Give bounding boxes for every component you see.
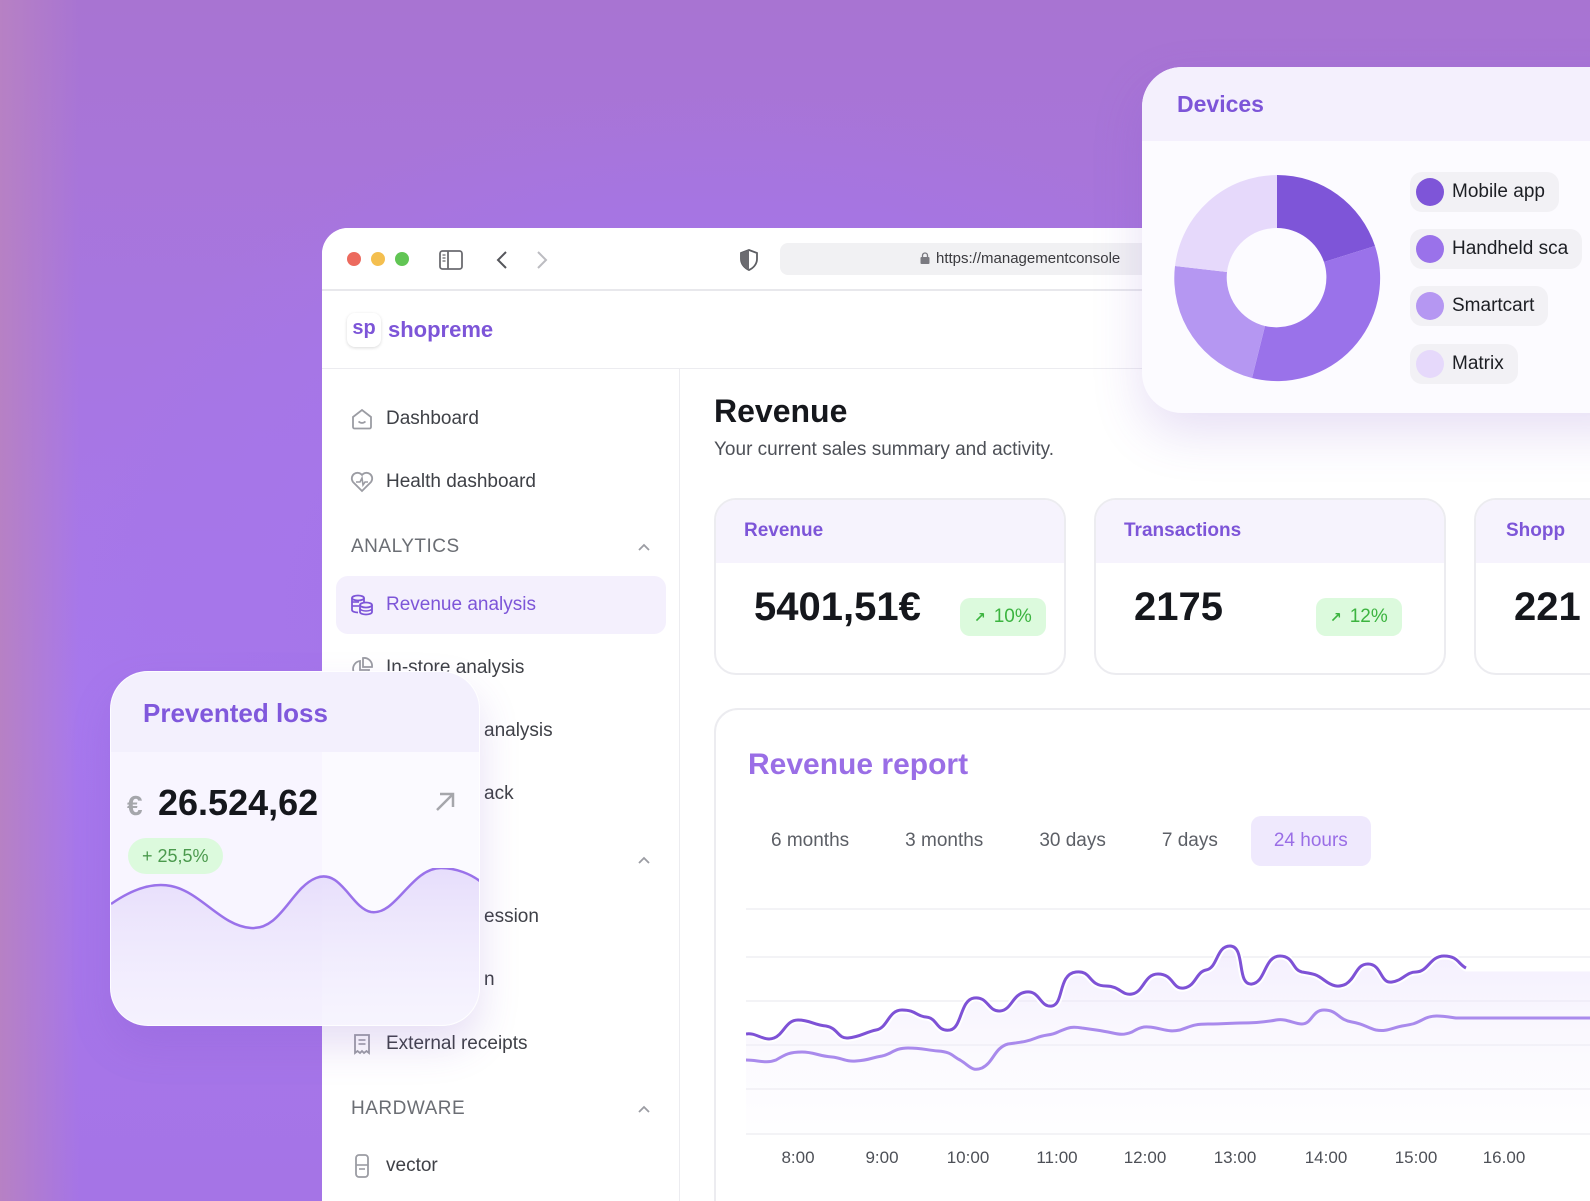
stat-label: Shopp xyxy=(1476,500,1590,563)
tab-30-days[interactable]: 30 days xyxy=(1039,830,1106,851)
sidebar-item-label: n xyxy=(484,969,495,990)
chevron-up-icon[interactable] xyxy=(637,1094,651,1124)
stat-card-transactions[interactable]: Transactions 2175 ↗ 12% xyxy=(1094,498,1446,675)
devices-title: Devices xyxy=(1142,67,1590,141)
legend-dot-icon xyxy=(1416,350,1444,378)
devices-card: Devices Mobile app Handheld sca Smartcar… xyxy=(1142,67,1590,413)
sidebar-item-session[interactable]: ession xyxy=(336,888,666,946)
section-header[interactable] xyxy=(351,845,651,875)
coins-stack-icon xyxy=(350,593,374,617)
stat-value: 2175 xyxy=(1134,585,1223,629)
currency-symbol: € xyxy=(127,790,143,821)
report-title: Revenue report xyxy=(748,748,969,781)
trend-badge: ↗ 10% xyxy=(960,598,1046,636)
section-hardware-header[interactable]: HARDWARE xyxy=(351,1094,651,1124)
revenue-report-card: Revenue report 6 months 3 months 30 days… xyxy=(714,708,1590,1201)
chevron-up-icon[interactable] xyxy=(637,532,651,562)
receipt-icon xyxy=(350,1032,374,1056)
stat-card-revenue[interactable]: Revenue 5401,51€ ↗ 10% xyxy=(714,498,1066,675)
page-title: Revenue xyxy=(714,393,848,429)
change-badge: + 25,5% xyxy=(128,838,223,874)
x-tick: 11:00 xyxy=(1036,1148,1078,1167)
arrow-up-right-icon: ↗ xyxy=(1330,609,1342,625)
sidebar-item-analysis[interactable]: analysis xyxy=(336,702,666,760)
minimize-window-button[interactable] xyxy=(371,252,385,266)
tab-7-days[interactable]: 7 days xyxy=(1161,830,1218,851)
sidebar-item-vector[interactable]: vector xyxy=(336,1137,666,1195)
range-tabs: 6 months 3 months 30 days 7 days 24 hour… xyxy=(748,816,1381,866)
x-axis-labels: 8:00 9:00 10:00 11:00 12:00 13:00 14:00 … xyxy=(746,1148,1590,1172)
background-fade xyxy=(0,0,80,1201)
legend-dot-icon xyxy=(1416,178,1444,206)
tab-3-months[interactable]: 3 months xyxy=(905,830,984,851)
device-icon xyxy=(350,1154,374,1178)
brand-name[interactable]: shopreme xyxy=(388,317,494,342)
sidebar-item-label: Revenue analysis xyxy=(386,594,536,615)
prevented-loss-title: Prevented loss xyxy=(111,672,479,752)
sidebar-item-label: Dashboard xyxy=(386,408,479,429)
trend-badge: ↗ 12% xyxy=(1316,598,1402,636)
stat-card-shoppers[interactable]: Shopp 221 xyxy=(1474,498,1590,675)
stat-label: Revenue xyxy=(716,500,1064,563)
arrow-up-right-icon[interactable] xyxy=(433,790,457,819)
x-tick: 8:00 xyxy=(781,1148,815,1167)
lock-icon xyxy=(920,252,930,264)
back-chevron-icon[interactable] xyxy=(490,248,514,272)
legend-item-handheld-scanner[interactable]: Handheld sca xyxy=(1410,229,1583,269)
close-window-button[interactable] xyxy=(347,252,361,266)
tab-6-months[interactable]: 6 months xyxy=(771,830,850,851)
sidebar-item-label: vector xyxy=(386,1155,438,1176)
prevented-loss-card: Prevented loss € 26.524,62 + 25,5% xyxy=(110,671,480,1026)
revenue-line-chart xyxy=(746,908,1590,1135)
sidebar-item-external-receipts[interactable]: External receipts xyxy=(336,1015,666,1073)
sidebar: Dashboard Health dashboard ANALYTICS Rev… xyxy=(322,369,680,1201)
x-tick: 15:00 xyxy=(1394,1148,1438,1167)
legend-item-matrix[interactable]: Matrix xyxy=(1410,344,1518,384)
logo-mark[interactable]: sp xyxy=(347,313,381,347)
section-analytics-header[interactable]: ANALYTICS xyxy=(351,532,651,562)
legend-dot-icon xyxy=(1416,292,1444,320)
sidebar-item-label: analysis xyxy=(484,720,553,741)
arrow-up-right-icon: ↗ xyxy=(974,609,986,625)
stat-value: 221 xyxy=(1514,585,1581,629)
maximize-window-button[interactable] xyxy=(395,252,409,266)
x-tick: 13:00 xyxy=(1213,1148,1257,1167)
url-text: https://managementconsole xyxy=(936,250,1121,267)
home-icon xyxy=(350,407,374,431)
x-tick: 16.00 xyxy=(1482,1148,1526,1167)
app-header: sp shopreme xyxy=(322,293,1590,369)
heart-pulse-icon xyxy=(350,470,374,494)
x-tick: 9:00 xyxy=(865,1148,899,1167)
legend-item-smartcart[interactable]: Smartcart xyxy=(1410,286,1549,326)
x-tick: 12:00 xyxy=(1123,1148,1167,1167)
sidebar-item-health-dashboard[interactable]: Health dashboard xyxy=(336,453,666,511)
stat-label: Transactions xyxy=(1096,500,1444,563)
sidebar-item-label: ession xyxy=(484,906,539,927)
tab-24-hours[interactable]: 24 hours xyxy=(1250,816,1371,866)
x-tick: 10:00 xyxy=(946,1148,990,1167)
sidebar-item-dashboard[interactable]: Dashboard xyxy=(336,390,666,448)
sidebar-item-label: Health dashboard xyxy=(386,471,536,492)
legend-item-mobile-app[interactable]: Mobile app xyxy=(1410,172,1559,212)
devices-donut-chart xyxy=(1174,174,1381,382)
legend-dot-icon xyxy=(1416,235,1444,263)
x-tick: 14:00 xyxy=(1304,1148,1348,1167)
main-content: Revenue Your current sales summary and a… xyxy=(681,369,1590,1201)
prevented-loss-value: 26.524,62 xyxy=(158,782,319,823)
page-subtitle: Your current sales summary and activity. xyxy=(714,439,1055,460)
stat-value: 5401,51€ xyxy=(754,585,921,629)
sidebar-item-revenue-analysis[interactable]: Revenue analysis xyxy=(336,576,666,634)
shield-icon[interactable] xyxy=(737,248,761,272)
chevron-up-icon[interactable] xyxy=(637,845,651,875)
prevented-loss-area-chart xyxy=(111,868,479,1025)
sidebar-item-feedback[interactable]: ack xyxy=(336,765,666,823)
sidebar-item-label: External receipts xyxy=(386,1033,528,1054)
sidebar-item-list[interactable]: n xyxy=(336,951,666,1009)
forward-chevron-icon[interactable] xyxy=(530,248,554,272)
sidebar-toggle-icon[interactable] xyxy=(439,248,463,272)
sidebar-item-label: ack xyxy=(484,783,514,804)
